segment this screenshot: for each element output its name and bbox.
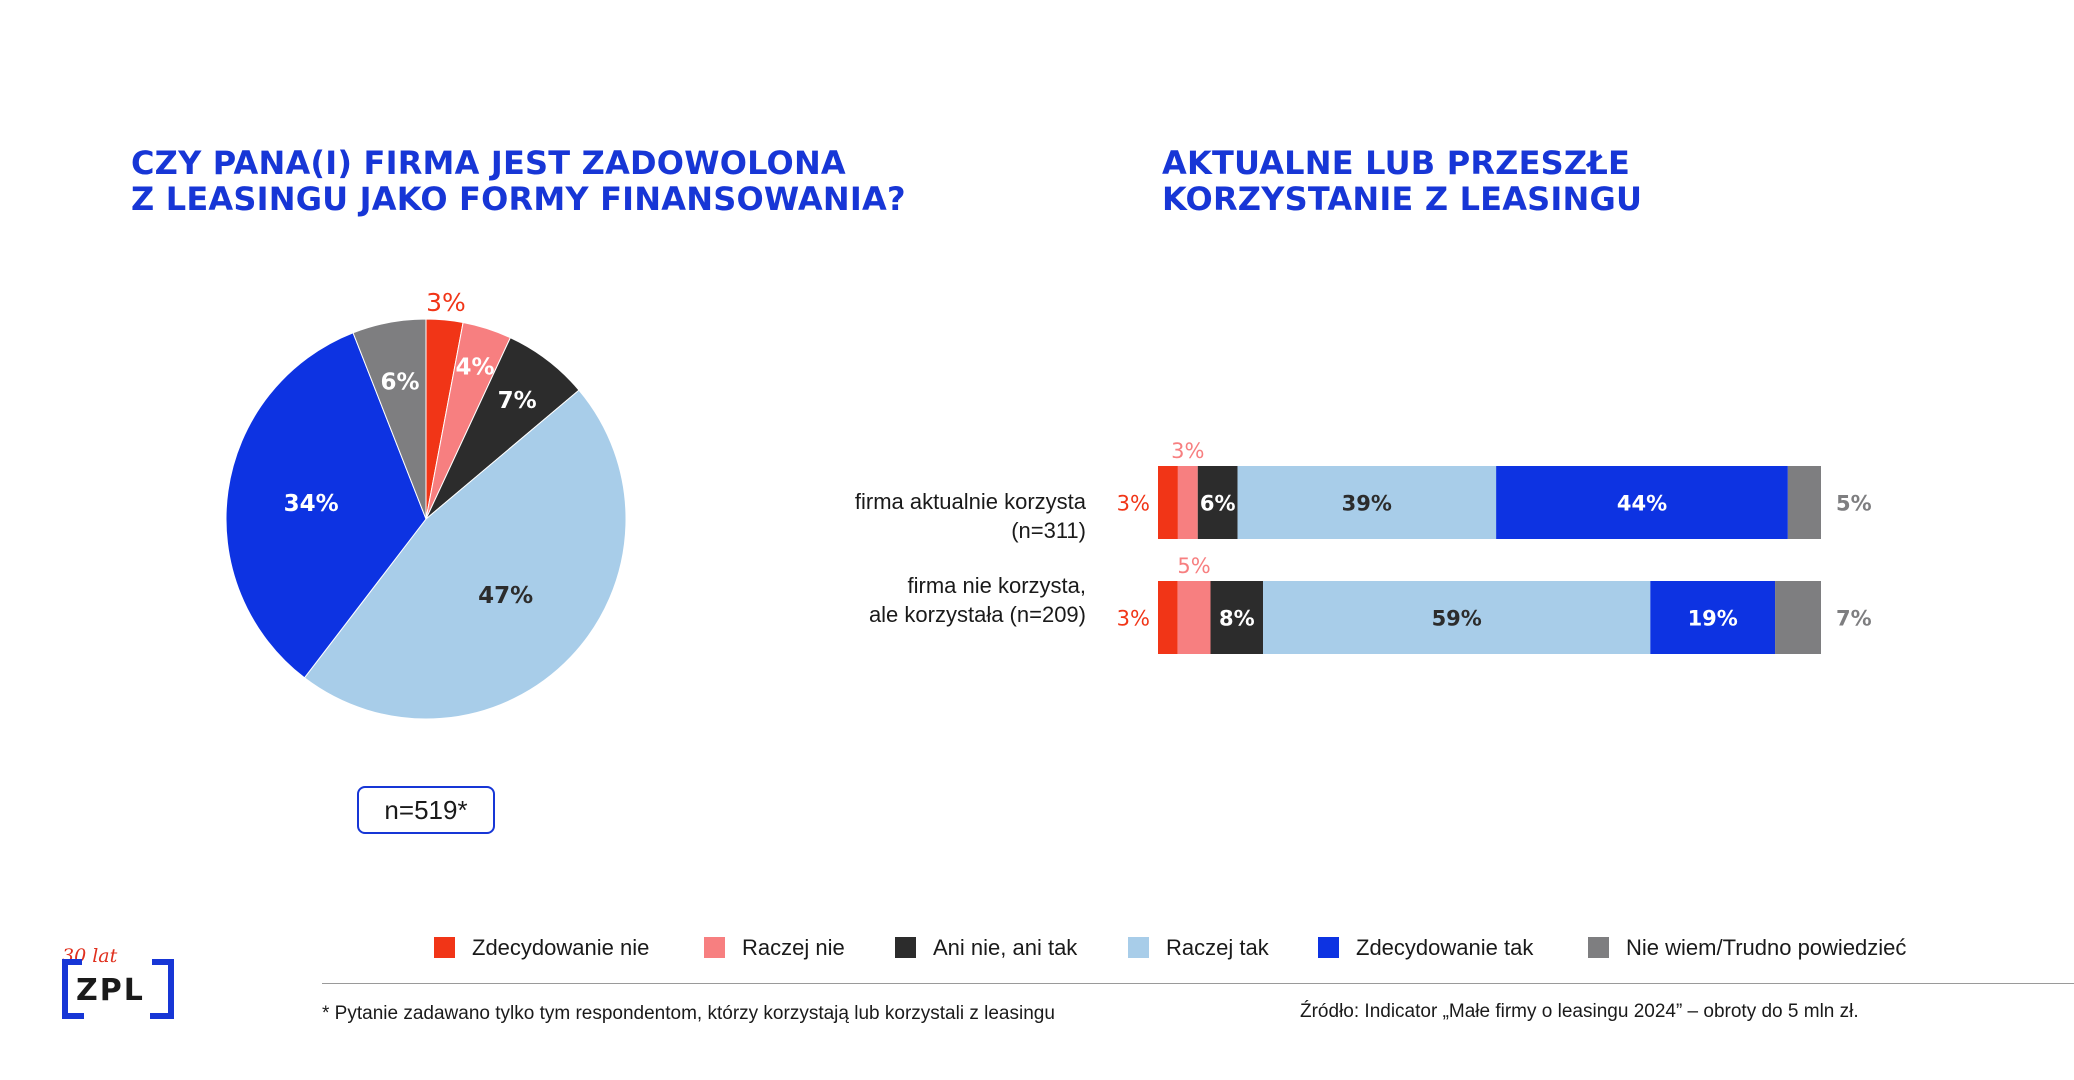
stacked-bar-chart: 3% 3% 6% 39% 44% 5% 3% 5% 8% 59% 19% 7% xyxy=(1117,439,1872,654)
bar-segment xyxy=(1263,581,1651,654)
bar-value-label: 3% xyxy=(1117,492,1150,516)
legend-swatch xyxy=(434,937,455,958)
footnote: * Pytanie zadawano tylko tym respondento… xyxy=(322,1003,1055,1024)
bar-category-line: ale korzystała (n=209) xyxy=(868,602,1086,627)
bar-value-label: 8% xyxy=(1219,607,1255,631)
bar-value-label: 3% xyxy=(1171,439,1204,463)
footer-divider xyxy=(322,983,2074,984)
bar-category-label: firma aktualnie korzysta (n=311) xyxy=(855,487,1086,545)
legend-label: Ani nie, ani tak xyxy=(933,935,1078,960)
pie-slice xyxy=(303,389,627,720)
pie-chart: 3% 4%7% 47% 34% 6% xyxy=(225,288,627,720)
bar-category-line: firma aktualnie korzysta xyxy=(854,489,1086,514)
logo-frame-icon xyxy=(62,959,174,1019)
legend-swatch xyxy=(1588,937,1609,958)
sample-size-box: n=519* xyxy=(357,786,495,834)
bar-value-label: 19% xyxy=(1688,607,1738,631)
pie-chart-title: CZY PANA(I) FIRMA JEST ZADOWOLONA Z LEAS… xyxy=(131,145,906,217)
pie-slice-label: 34% xyxy=(284,491,339,517)
bar-segment xyxy=(1158,581,1178,654)
legend-label: Raczej tak xyxy=(1166,935,1269,960)
bar-value-label: 59% xyxy=(1432,607,1482,631)
pie-slice-label: 47% xyxy=(478,583,533,609)
bar-segment xyxy=(1650,581,1776,654)
logo-text: ZPL xyxy=(76,973,145,1008)
bar-title-line-2: KORZYSTANIE Z LEASINGU xyxy=(1162,180,1643,218)
bar-segment xyxy=(1237,466,1497,539)
pie-slice-label: 4% xyxy=(455,355,494,381)
legend-swatch xyxy=(895,937,916,958)
bar-category-line: (n=311) xyxy=(1011,518,1086,543)
legend-swatch xyxy=(1318,937,1339,958)
bar-chart-title: AKTUALNE LUB PRZESZŁE KORZYSTANIE Z LEAS… xyxy=(1162,145,1642,217)
bar-value-label: 5% xyxy=(1836,492,1872,516)
source-note: Źródło: Indicator „Małe firmy o leasingu… xyxy=(1300,1001,1859,1022)
bar-value-label: 6% xyxy=(1200,492,1236,516)
pie-slice-label: 3% xyxy=(426,288,466,317)
pie-title-line-1: CZY PANA(I) FIRMA JEST ZADOWOLONA xyxy=(131,144,846,182)
bar-segment xyxy=(1210,581,1264,654)
pie-slice-label: 6% xyxy=(380,369,419,395)
bar-segment xyxy=(1197,466,1238,539)
bar-value-label: 44% xyxy=(1617,492,1667,516)
bar-segment xyxy=(1177,581,1211,654)
legend-label: Nie wiem/Trudno powiedzieć xyxy=(1626,935,1907,960)
zpl-logo: 30 lat ZPL xyxy=(58,945,178,1025)
pie-slice xyxy=(352,318,427,520)
bar-segment xyxy=(1177,466,1198,539)
bar-value-label: 7% xyxy=(1836,607,1872,631)
legend-label: Raczej nie xyxy=(742,935,845,960)
legend-label: Zdecydowanie tak xyxy=(1356,935,1534,960)
bar-value-label: 3% xyxy=(1117,607,1150,631)
bar-value-label: 5% xyxy=(1177,554,1210,578)
bar-segment xyxy=(1496,466,1788,539)
pie-title-line-2: Z LEASINGU JAKO FORMY FINANSOWANIA? xyxy=(131,180,906,218)
legend-label: Zdecydowanie nie xyxy=(472,935,650,960)
bar-title-line-1: AKTUALNE LUB PRZESZŁE xyxy=(1162,144,1631,182)
pie-slice-label: 7% xyxy=(498,388,537,414)
legend-swatch xyxy=(704,937,725,958)
bar-category-line: firma nie korzysta, xyxy=(907,573,1087,598)
bar-segment xyxy=(1787,466,1821,539)
bar-segment xyxy=(1158,466,1178,539)
legend-swatch xyxy=(1128,937,1149,958)
bar-value-label: 39% xyxy=(1342,492,1392,516)
bar-segment xyxy=(1775,581,1821,654)
bar-category-label: firma nie korzysta, ale korzystała (n=20… xyxy=(869,571,1086,629)
pie-slice xyxy=(225,332,427,679)
